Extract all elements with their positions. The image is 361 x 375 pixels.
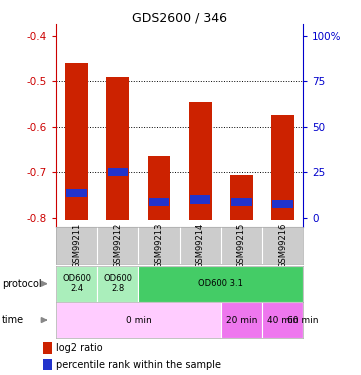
Bar — [43, 342, 52, 354]
Bar — [262, 302, 303, 338]
Bar — [108, 168, 128, 176]
Bar — [66, 189, 87, 197]
Text: 0 min: 0 min — [126, 316, 151, 324]
Bar — [149, 198, 169, 206]
Text: 60 min: 60 min — [287, 316, 319, 324]
Text: GSM99211: GSM99211 — [72, 223, 81, 268]
Bar — [189, 102, 212, 220]
Text: GSM99213: GSM99213 — [155, 223, 164, 268]
Text: GSM99215: GSM99215 — [237, 223, 246, 268]
Bar — [97, 266, 138, 302]
Bar — [106, 77, 129, 220]
Bar — [231, 198, 252, 206]
Bar — [190, 195, 210, 204]
Bar — [138, 266, 303, 302]
Text: OD600
2.8: OD600 2.8 — [103, 274, 132, 293]
Bar — [148, 156, 170, 220]
Bar — [221, 302, 262, 338]
Bar — [43, 358, 52, 370]
Bar — [56, 266, 97, 302]
Text: protocol: protocol — [2, 279, 42, 289]
Text: GDS2600 / 346: GDS2600 / 346 — [132, 11, 227, 24]
Text: OD600 3.1: OD600 3.1 — [199, 279, 243, 288]
Bar — [230, 174, 253, 220]
Text: 40 min: 40 min — [267, 316, 298, 324]
Text: GSM99214: GSM99214 — [196, 223, 205, 268]
Text: time: time — [2, 315, 24, 325]
Text: GSM99216: GSM99216 — [278, 223, 287, 268]
Bar — [273, 200, 293, 208]
Bar — [271, 116, 294, 220]
Text: percentile rank within the sample: percentile rank within the sample — [56, 360, 222, 370]
Text: GSM99212: GSM99212 — [113, 223, 122, 268]
Bar — [56, 302, 221, 338]
Bar — [65, 63, 88, 220]
Text: log2 ratio: log2 ratio — [56, 343, 103, 353]
Text: 20 min: 20 min — [226, 316, 257, 324]
Text: OD600
2.4: OD600 2.4 — [62, 274, 91, 293]
